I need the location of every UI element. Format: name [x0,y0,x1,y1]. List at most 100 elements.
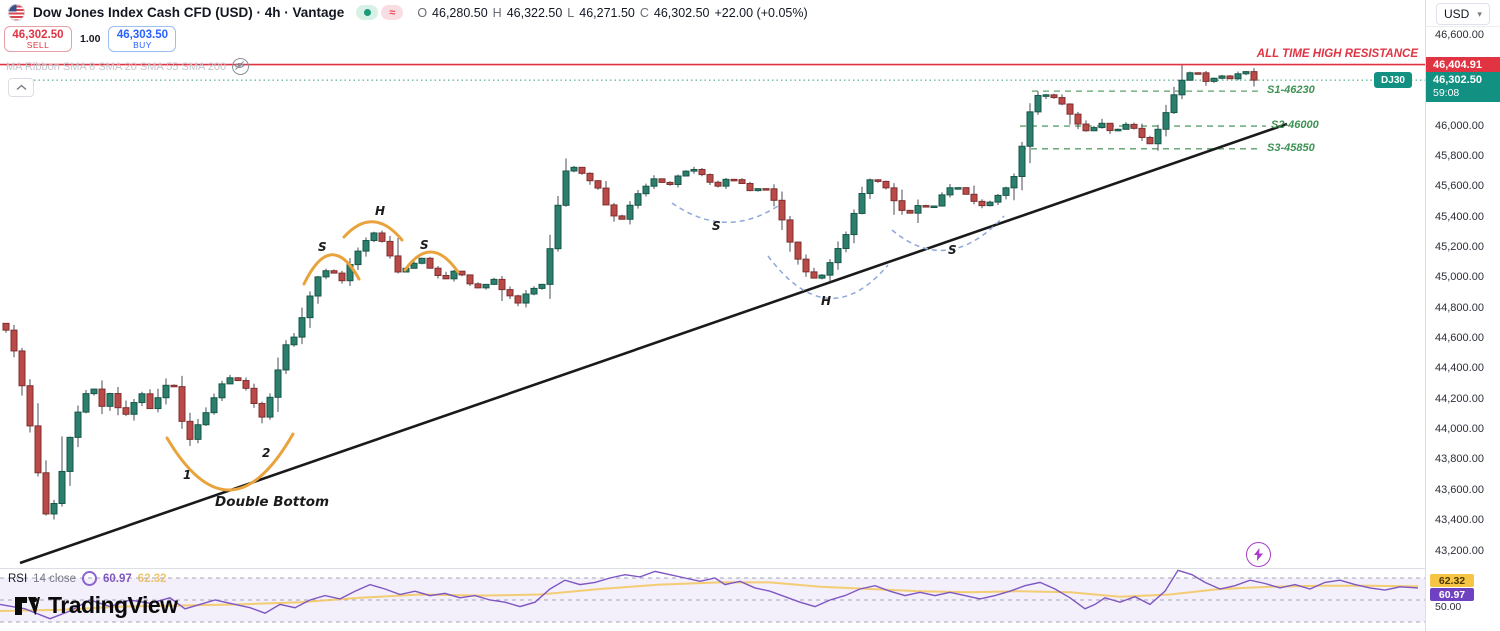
symbol-title[interactable]: Dow Jones Index Cash CFD (USD) · 4h · Va… [33,5,345,20]
pattern-label[interactable]: 2 [262,446,271,460]
candle [586,172,594,182]
candle [634,193,642,206]
price-tick-label: 44,800.00 [1435,301,1484,314]
ohlc-readout: O 46,280.50 H 46,322.50 L 46,271.50 C 46,302… [417,6,807,20]
candle [666,181,674,185]
candle [1018,145,1026,177]
candle [818,274,826,279]
pattern-arc[interactable] [342,220,404,242]
pattern-arc[interactable] [767,255,889,300]
tradingview-logo[interactable]: TradingView [14,592,178,619]
pane-separator[interactable] [0,568,1500,569]
change-value: +22.00 (+0.05%) [714,5,808,20]
candle [298,317,306,338]
candle [1242,71,1250,75]
candle [1130,123,1138,129]
candle [1082,123,1090,132]
support-level-label[interactable]: S2-46000 [1271,119,1319,132]
candle [458,270,466,276]
candle [762,188,770,191]
candle [362,240,370,252]
candle [1154,128,1162,145]
candle [834,248,842,264]
candle [322,270,330,278]
pattern-label[interactable]: H [821,294,832,308]
rsi-line [0,569,1419,620]
pattern-arc[interactable] [671,202,779,223]
pattern-arc[interactable] [165,432,295,492]
candle [1226,75,1234,80]
candle [386,240,394,257]
pattern-label[interactable]: H [375,204,386,218]
candle [706,174,714,183]
collapse-panel-button[interactable] [8,78,34,97]
market-open-status-icon[interactable] [356,5,379,20]
price-scale-axis[interactable]: USD ▾ 46,600.0046,400.0046,200.0046,000.… [1425,0,1500,631]
ma-ribbon-legend[interactable]: MA Ribbon SMA 8 SMA 20 SMA 55 SMA 200 [6,58,250,75]
candle [42,472,50,515]
candle [858,192,866,214]
bar-countdown: 59:08 [1433,87,1460,100]
price-chart-canvas[interactable] [0,0,1425,568]
candle [250,387,258,405]
open-label: O [417,5,428,20]
trendline[interactable] [19,122,1288,565]
ath-resistance-label[interactable]: ALL TIME HIGH RESISTANCE [1256,48,1418,60]
candle [178,386,186,422]
price-tick-label: 45,800.00 [1435,149,1484,162]
notifications-icon[interactable]: ≈ [381,5,404,20]
rsi-loading-icon[interactable] [82,571,98,586]
candle [1178,79,1186,96]
pattern-arc[interactable] [302,253,361,286]
rsi-pane-canvas[interactable] [0,568,1425,631]
candle [162,384,170,399]
support-level-label[interactable]: S3-45850 [1267,141,1315,154]
candle [170,384,178,388]
candle [1170,94,1178,114]
candle [970,193,978,202]
candle [410,262,418,269]
sell-button[interactable]: 46,302.50 SELL [4,26,72,52]
candle [186,420,194,440]
candle [202,412,210,426]
candle [434,267,442,276]
price-tick-label: 44,600.00 [1435,332,1484,345]
pattern-arc[interactable] [891,215,1005,252]
candle [66,436,74,472]
candle [1218,75,1226,79]
price-tick-label: 45,400.00 [1435,210,1484,223]
currency-dropdown[interactable]: USD ▾ [1436,3,1490,25]
candle [1162,112,1170,130]
tradingview-logo-icon [15,596,40,615]
pattern-arc[interactable] [403,250,460,274]
candle [826,262,834,276]
candle [138,393,146,404]
pattern-label[interactable]: S [948,243,957,257]
candle [1250,71,1258,81]
pattern-label[interactable]: S [420,238,429,252]
candle [50,503,58,515]
support-level-label[interactable]: S1-46230 [1267,84,1315,97]
buy-label: BUY [133,39,152,50]
candle [442,274,450,280]
pattern-label[interactable]: 1 [183,468,192,482]
last-price-badge: 46,302.50 59:08 [1426,72,1500,103]
rsi-ma-value: 62.32 [137,572,167,585]
candle [1010,175,1018,189]
buy-button[interactable]: 46,303.50 BUY [108,26,177,52]
visibility-off-icon[interactable] [232,58,250,75]
pattern-label[interactable]: S [712,219,721,233]
pattern-label[interactable]: Double Bottom [215,494,330,510]
rsi-indicator-legend[interactable]: RSI 14 close 60.97 62.32 [8,571,167,586]
pattern-label[interactable]: S [318,240,327,254]
open-value: 46,280.50 [432,5,488,20]
quick-trade-lightning-button[interactable] [1246,542,1271,567]
candle [1058,97,1066,105]
candle [530,287,538,295]
candle [906,209,914,214]
candle [914,205,922,214]
candle [1138,127,1146,138]
candle [282,344,290,371]
rsi-value: 60.97 [103,572,132,585]
candle [426,257,434,269]
